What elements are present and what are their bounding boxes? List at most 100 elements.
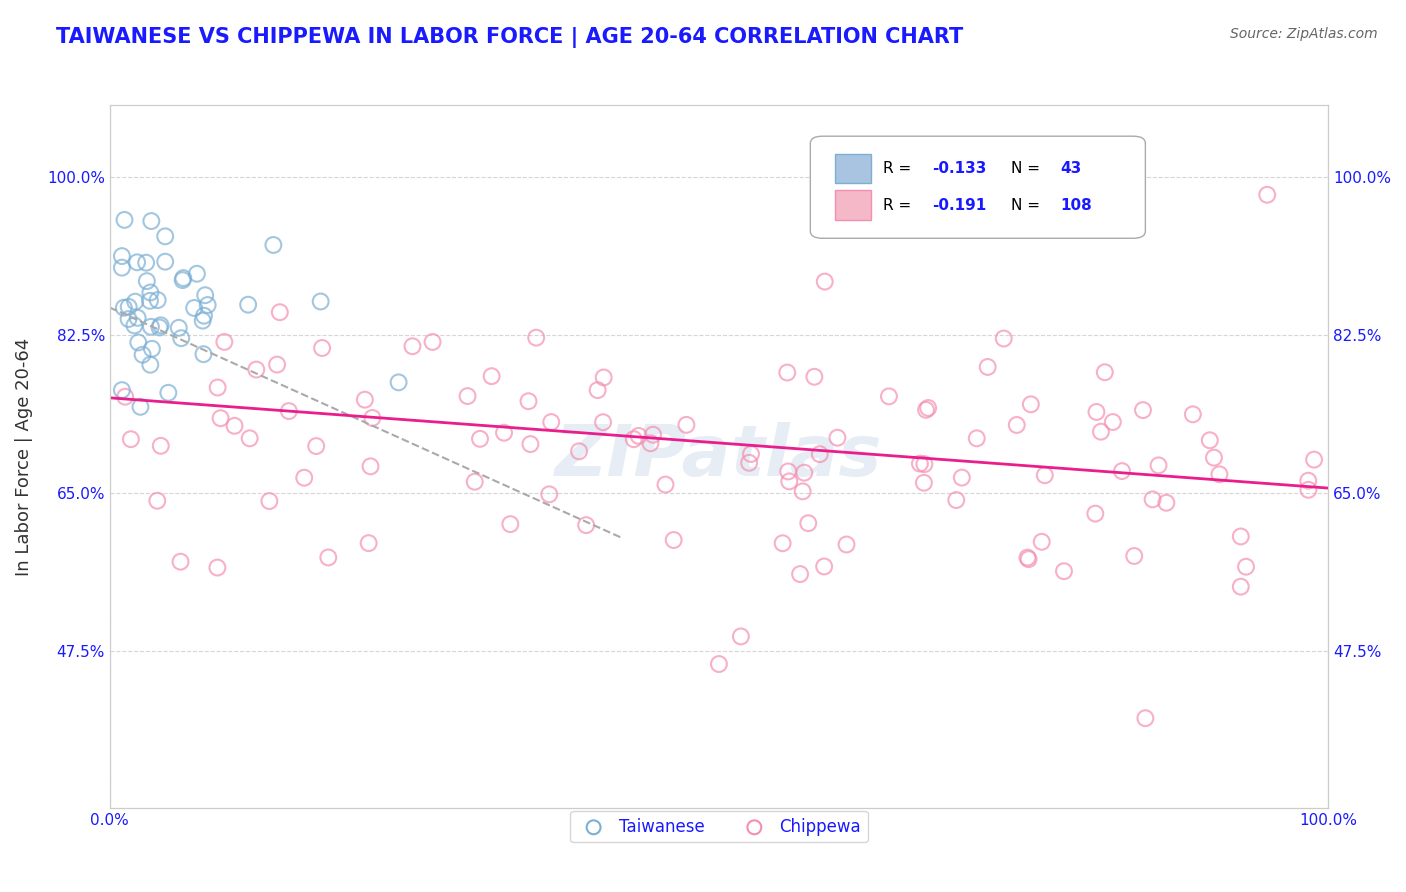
Point bbox=[1123, 549, 1146, 563]
Point bbox=[120, 432, 142, 446]
Point bbox=[1053, 564, 1076, 578]
Point bbox=[524, 331, 547, 345]
Point bbox=[464, 475, 486, 489]
Point bbox=[311, 341, 333, 355]
Point bbox=[360, 459, 382, 474]
Point bbox=[127, 335, 149, 350]
Point bbox=[627, 429, 650, 443]
Point bbox=[740, 447, 762, 461]
Text: R =: R = bbox=[883, 198, 917, 212]
Point bbox=[976, 359, 998, 374]
Point bbox=[540, 415, 562, 429]
Point bbox=[148, 320, 170, 334]
Point bbox=[1111, 464, 1133, 478]
Point bbox=[207, 380, 229, 394]
Point bbox=[499, 517, 522, 532]
Point bbox=[114, 213, 136, 227]
Point bbox=[917, 401, 939, 415]
Point bbox=[568, 444, 591, 458]
Bar bbox=[835, 153, 872, 184]
Text: ZIPatlas: ZIPatlas bbox=[555, 422, 883, 491]
Point bbox=[519, 437, 541, 451]
Point bbox=[214, 334, 236, 349]
Point bbox=[1085, 405, 1108, 419]
Point bbox=[141, 342, 163, 356]
Point bbox=[124, 294, 146, 309]
Point bbox=[111, 383, 134, 397]
Point bbox=[305, 439, 328, 453]
Point bbox=[950, 470, 973, 484]
Point bbox=[239, 431, 262, 445]
FancyBboxPatch shape bbox=[810, 136, 1146, 238]
Point bbox=[1094, 365, 1116, 379]
Point bbox=[186, 267, 208, 281]
Text: N =: N = bbox=[1011, 198, 1045, 212]
Text: 43: 43 bbox=[1060, 161, 1081, 176]
Point bbox=[912, 457, 935, 471]
Point bbox=[778, 475, 800, 489]
Point bbox=[772, 536, 794, 550]
Point bbox=[912, 475, 935, 490]
Point bbox=[139, 293, 162, 308]
Point bbox=[112, 301, 135, 315]
Point bbox=[1101, 415, 1123, 429]
Point bbox=[1142, 492, 1164, 507]
Legend: Taiwanese, Chippewa: Taiwanese, Chippewa bbox=[571, 811, 868, 842]
Point bbox=[1132, 403, 1154, 417]
Point bbox=[1031, 534, 1053, 549]
Point bbox=[194, 288, 217, 302]
Point bbox=[592, 415, 614, 429]
Point bbox=[915, 402, 938, 417]
Text: -0.133: -0.133 bbox=[932, 161, 987, 176]
Point bbox=[776, 366, 799, 380]
Point bbox=[1298, 483, 1320, 497]
Point bbox=[793, 466, 815, 480]
Point bbox=[292, 471, 315, 485]
Point bbox=[538, 487, 561, 501]
Point bbox=[169, 555, 191, 569]
Y-axis label: In Labor Force | Age 20-64: In Labor Force | Age 20-64 bbox=[15, 337, 32, 575]
Point bbox=[1156, 496, 1178, 510]
Point bbox=[114, 390, 136, 404]
Point bbox=[259, 494, 281, 508]
Point bbox=[1234, 559, 1257, 574]
Point bbox=[224, 418, 246, 433]
Point bbox=[945, 493, 967, 508]
Point bbox=[1018, 552, 1040, 566]
Point bbox=[401, 339, 423, 353]
Point bbox=[1017, 550, 1039, 565]
Point bbox=[993, 332, 1015, 346]
Point bbox=[592, 370, 614, 384]
Point bbox=[146, 293, 169, 307]
Point bbox=[789, 567, 811, 582]
Point bbox=[172, 271, 194, 285]
Point bbox=[654, 477, 676, 491]
Point bbox=[1033, 468, 1056, 483]
Point bbox=[149, 318, 172, 333]
Point bbox=[517, 394, 540, 409]
Point bbox=[135, 255, 157, 269]
Text: R =: R = bbox=[883, 161, 917, 176]
Point bbox=[117, 312, 139, 326]
Point bbox=[835, 537, 858, 551]
Point bbox=[422, 334, 444, 349]
Point bbox=[803, 369, 825, 384]
Point bbox=[139, 285, 162, 300]
Point bbox=[191, 313, 214, 327]
Point bbox=[481, 369, 503, 384]
Point bbox=[797, 516, 820, 531]
Point bbox=[146, 493, 169, 508]
Point bbox=[814, 275, 837, 289]
Point bbox=[124, 318, 146, 333]
Point bbox=[209, 411, 232, 425]
Point bbox=[135, 274, 157, 288]
Point bbox=[277, 404, 299, 418]
Point bbox=[908, 457, 931, 471]
Point bbox=[1181, 407, 1204, 421]
Point bbox=[149, 439, 172, 453]
Point bbox=[1090, 425, 1112, 439]
Point bbox=[1202, 450, 1225, 465]
Point bbox=[730, 629, 752, 643]
Point bbox=[111, 249, 134, 263]
Point bbox=[492, 425, 515, 440]
